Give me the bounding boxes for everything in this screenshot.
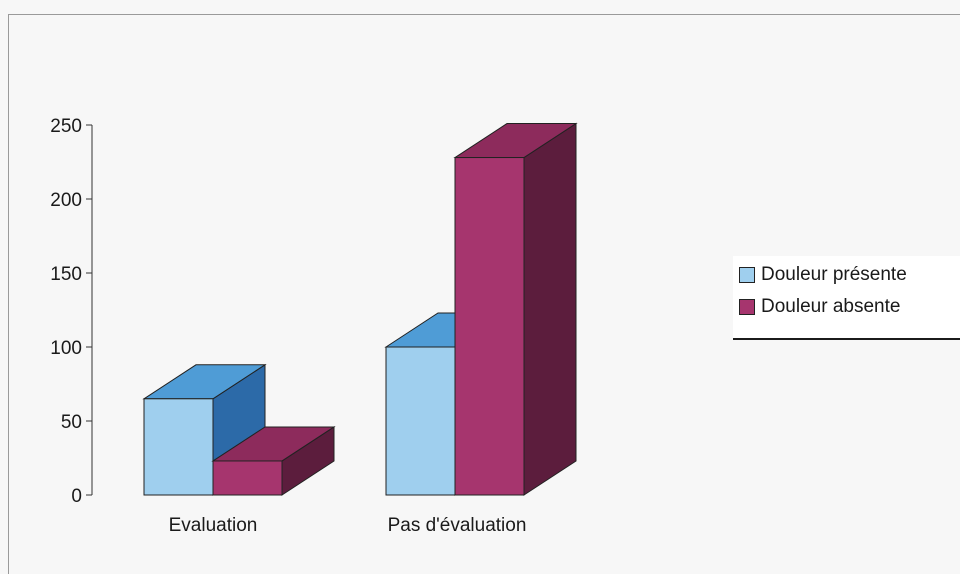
legend-label-present: Douleur présente [761,264,907,285]
legend: Douleur présente Douleur absente [733,256,960,338]
bar-0-0 [143,398,214,496]
legend-swatch-absent [739,299,755,315]
y-tick-label: 100 [50,338,82,359]
legend-label-absent: Douleur absente [761,296,901,317]
bar-1-0 [212,460,283,496]
legend-item-douleur-presente: Douleur présente [739,260,907,290]
y-tick-label: 200 [50,190,82,211]
bar-1-1 [454,157,525,496]
y-tick-label: 50 [61,412,82,433]
y-tick-label: 250 [50,116,82,137]
legend-swatch-present [739,267,755,283]
bar-0-1 [385,346,456,496]
legend-item-douleur-absente: Douleur absente [739,292,900,322]
y-tick-label: 150 [50,264,82,285]
bar-side-1-1 [523,122,577,496]
x-category-label: Evaluation [169,515,258,536]
y-tick-label: 0 [71,486,82,507]
x-category-label: Pas d'évaluation [388,515,527,536]
chart-frame [8,14,960,574]
